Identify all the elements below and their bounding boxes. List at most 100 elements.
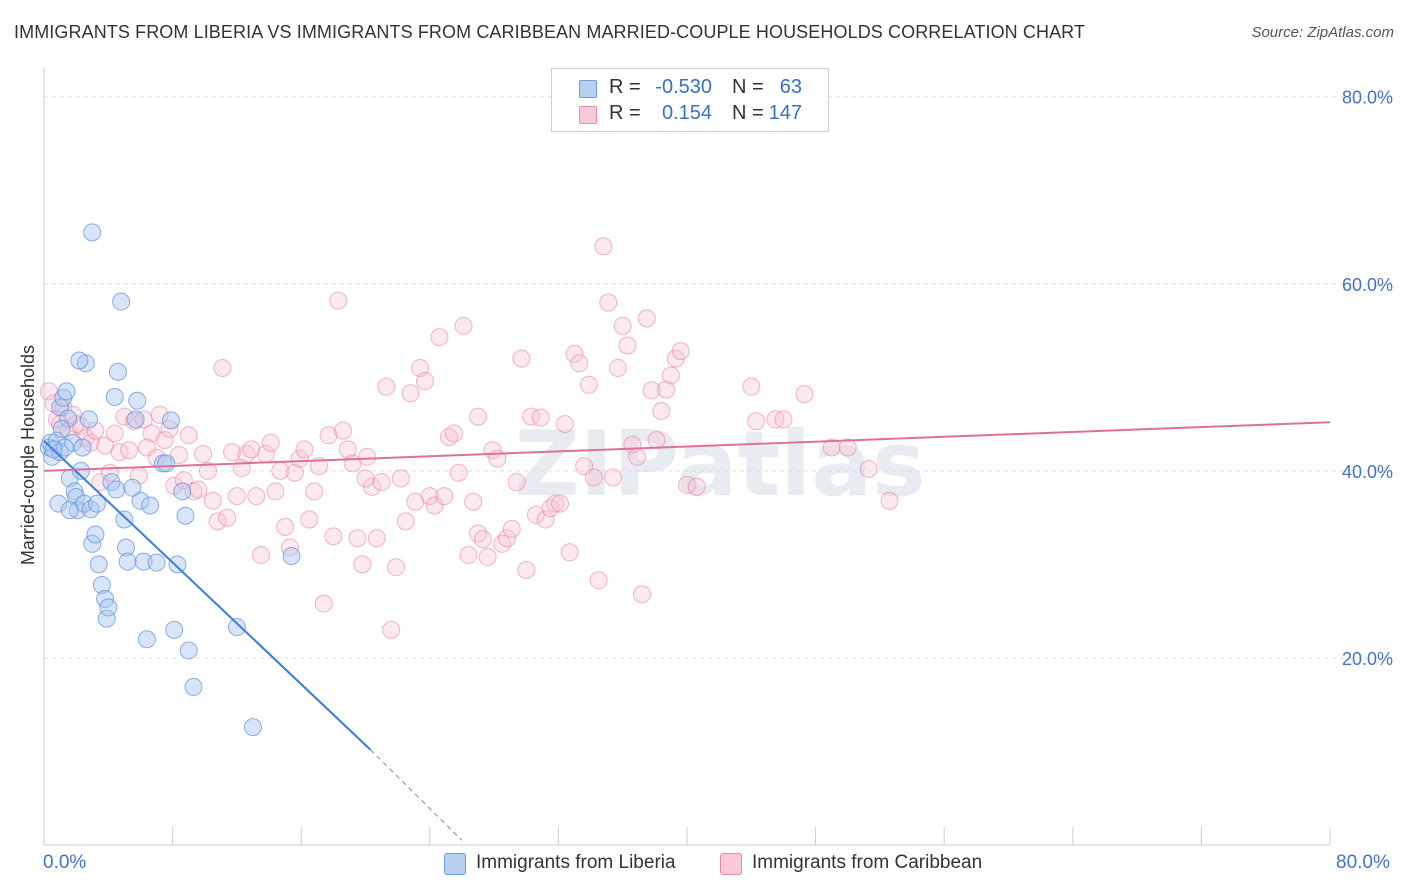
- bottom-legend-label-liberia: Immigrants from Liberia: [476, 852, 676, 873]
- liberia-point: [157, 454, 176, 473]
- caribbean-point: [880, 491, 899, 510]
- caribbean-point: [295, 440, 314, 459]
- caribbean-point: [657, 380, 676, 399]
- caribbean-point: [189, 480, 208, 499]
- caribbean-point: [290, 449, 309, 468]
- caribbean-point: [859, 459, 878, 478]
- caribbean-point: [473, 530, 492, 549]
- liberia-point: [92, 575, 111, 594]
- liberia-point: [70, 351, 89, 370]
- liberia-point: [52, 419, 71, 438]
- caribbean-point: [150, 405, 169, 424]
- caribbean-point: [661, 366, 680, 385]
- caribbean-point: [242, 440, 261, 459]
- caribbean-point: [652, 401, 671, 420]
- caribbean-point: [618, 336, 637, 355]
- caribbean-point: [512, 349, 531, 368]
- liberia-point: [165, 620, 184, 639]
- caribbean-point: [565, 344, 584, 363]
- caribbean-point: [493, 534, 512, 553]
- bottom-legend-swatch-liberia: [444, 853, 466, 875]
- liberia-point: [118, 552, 137, 571]
- caribbean-point: [747, 412, 766, 431]
- caribbean-point: [120, 441, 139, 460]
- caribbean-point: [247, 487, 266, 506]
- liberia-point: [147, 553, 166, 572]
- caribbean-point: [449, 463, 468, 482]
- caribbean-point: [105, 424, 124, 443]
- liberia-point: [134, 552, 153, 571]
- caribbean-point: [415, 372, 434, 391]
- caribbean-point: [632, 585, 651, 604]
- source-label: Source: ZipAtlas.com: [1251, 24, 1394, 41]
- liberia-point: [176, 506, 195, 525]
- caribbean-point: [628, 447, 647, 466]
- caribbean-point: [425, 496, 444, 515]
- caribbean-point: [309, 457, 328, 476]
- caribbean-point: [822, 438, 841, 457]
- liberia-point: [112, 292, 131, 311]
- caribbean-point: [507, 473, 526, 492]
- liberia-point: [59, 409, 78, 428]
- liberia-point: [282, 546, 301, 565]
- caribbean-point: [208, 512, 227, 531]
- liberia-point: [115, 510, 134, 529]
- caribbean-point: [319, 426, 338, 445]
- caribbean-point: [387, 558, 406, 577]
- legend-n-label: N =: [732, 102, 764, 124]
- liberia-point: [89, 555, 108, 574]
- caribbean-point: [372, 473, 391, 492]
- caribbean-point: [353, 555, 372, 574]
- caribbean-point: [599, 293, 618, 312]
- liberia-trend-extension: [369, 749, 463, 841]
- liberia-point: [57, 382, 76, 401]
- liberia-point: [83, 534, 102, 553]
- caribbean-point: [454, 316, 473, 335]
- caribbean-point: [170, 445, 189, 464]
- liberia-point: [88, 494, 107, 513]
- liberia-points: [39, 223, 301, 737]
- caribbean-point: [391, 469, 410, 488]
- caribbean-point: [478, 547, 497, 566]
- caribbean-point: [742, 377, 761, 396]
- caribbean-point: [155, 430, 174, 449]
- caribbean-trend-line: [43, 421, 1331, 472]
- caribbean-point: [115, 407, 134, 426]
- liberia-point: [168, 555, 187, 574]
- stats-legend: R = -0.530 N = 63 R = 0.154 N = 147: [551, 68, 829, 132]
- caribbean-point: [261, 433, 280, 452]
- caribbean-point: [469, 524, 488, 543]
- caribbean-point: [401, 384, 420, 403]
- caribbean-point: [589, 571, 608, 590]
- liberia-point: [227, 618, 246, 637]
- liberia-point: [141, 496, 160, 515]
- legend-row-caribbean: R = 0.154 N = 147: [552, 102, 828, 128]
- watermark: ZIPatlas: [514, 412, 925, 517]
- y-axis-title: Married-couple Households: [18, 345, 38, 565]
- caribbean-point: [838, 438, 857, 457]
- liberia-point: [80, 410, 99, 429]
- caribbean-point: [584, 468, 603, 487]
- caribbean-point: [555, 415, 574, 434]
- caribbean-point: [358, 447, 377, 466]
- caribbean-point: [276, 517, 295, 536]
- caribbean-point: [671, 342, 690, 361]
- caribbean-point: [637, 309, 656, 328]
- bottom-legend-swatch-caribbean: [720, 853, 742, 875]
- caribbean-point: [608, 358, 627, 377]
- caribbean-point: [285, 463, 304, 482]
- liberia-point: [173, 482, 192, 501]
- liberia-point: [128, 391, 147, 410]
- caribbean-point: [604, 468, 623, 487]
- caribbean-point: [305, 482, 324, 501]
- caribbean-point: [329, 291, 348, 310]
- caribbean-point: [613, 316, 632, 335]
- grid-lines: [44, 96, 1394, 659]
- caribbean-point: [86, 421, 105, 440]
- caribbean-point: [774, 410, 793, 429]
- liberia-trend-line: [43, 440, 372, 751]
- legend-r-label: R =: [609, 76, 641, 98]
- liberia-point: [137, 630, 156, 649]
- caribbean-point: [324, 527, 343, 546]
